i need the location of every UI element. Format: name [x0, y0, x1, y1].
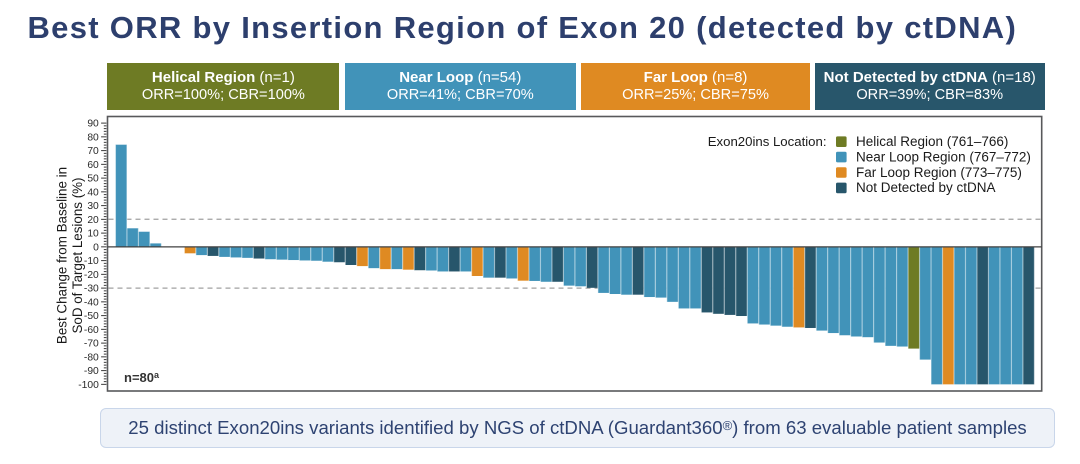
svg-text:n=80a: n=80a	[124, 370, 160, 385]
svg-text:-10: -10	[84, 256, 99, 267]
svg-text:-30: -30	[84, 284, 99, 295]
svg-text:Exon20ins Location:: Exon20ins Location:	[708, 134, 827, 149]
svg-text:-40: -40	[84, 297, 99, 308]
svg-text:90: 90	[87, 119, 99, 130]
svg-text:30: 30	[87, 201, 99, 212]
svg-text:0: 0	[93, 242, 99, 253]
svg-text:60: 60	[87, 160, 99, 171]
svg-text:40: 40	[87, 187, 99, 198]
svg-text:Near Loop Region (767–772): Near Loop Region (767–772)	[856, 149, 1031, 164]
svg-text:-50: -50	[84, 311, 99, 322]
svg-text:-90: -90	[84, 366, 99, 377]
svg-text:-80: -80	[84, 352, 99, 363]
svg-text:10: 10	[87, 229, 99, 240]
svg-text:Helical Region (761–766): Helical Region (761–766)	[856, 134, 1008, 149]
svg-text:70: 70	[87, 146, 99, 157]
svg-text:Not Detected by ctDNA: Not Detected by ctDNA	[856, 180, 996, 195]
svg-text:-100: -100	[78, 380, 99, 391]
svg-text:Best Change from Baseline in: Best Change from Baseline in	[55, 167, 70, 344]
svg-text:Far Loop Region (773–775): Far Loop Region (773–775)	[856, 165, 1022, 180]
svg-text:-60: -60	[84, 325, 99, 336]
svg-text:80: 80	[87, 132, 99, 143]
svg-text:20: 20	[87, 215, 99, 226]
svg-text:-70: -70	[84, 339, 99, 350]
svg-text:SoD of Target Lesions (%): SoD of Target Lesions (%)	[70, 177, 85, 333]
svg-text:-20: -20	[84, 270, 99, 281]
svg-text:50: 50	[87, 174, 99, 185]
